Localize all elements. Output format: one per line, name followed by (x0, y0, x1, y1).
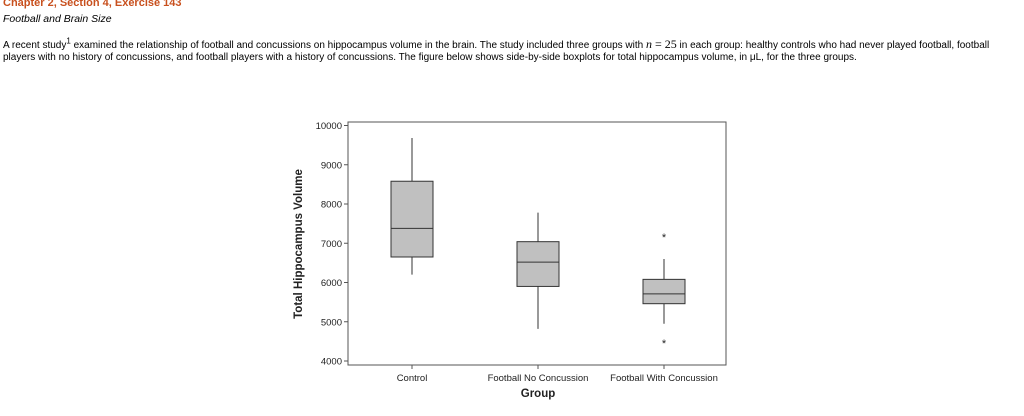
x-axis-title: Group (521, 388, 556, 400)
y-tick-label-6000: 6000 (321, 278, 342, 289)
x-tick-label-2: Football No Concussion (488, 373, 589, 384)
outlier-3-2: * (662, 338, 667, 350)
y-tick-label-5000: 5000 (321, 317, 342, 328)
box-1 (390, 180, 434, 258)
exercise-paragraph: A recent study1 examined the relationshi… (3, 36, 1021, 64)
x-tick-label-3: Football With Concussion (610, 373, 718, 384)
y-tick-label-7000: 7000 (321, 239, 342, 250)
y-tick-label-10000: 10000 (316, 121, 342, 132)
chapter-heading: Chapter 2, Section 4, Exercise 143 (3, 0, 182, 9)
footnote-marker[interactable]: 1 (66, 36, 71, 46)
outlier-3-1: * (662, 232, 667, 244)
paragraph-part1: A recent study (3, 40, 67, 51)
math-n: n = 25 (646, 37, 677, 51)
y-tick-label-8000: 8000 (321, 200, 342, 211)
box-2 (516, 241, 560, 287)
box-3 (642, 278, 686, 305)
paragraph-part2: examined the relationship of football an… (70, 40, 646, 51)
y-tick-label-4000: 4000 (321, 357, 342, 368)
paragraph-part3: in each group: healthy controls who had … (3, 40, 990, 63)
x-tick-label-1: Control (397, 373, 428, 384)
y-tick-label-9000: 9000 (321, 160, 342, 171)
exercise-subtitle: Football and Brain Size (3, 13, 112, 25)
y-axis-title: Total Hippocampus Volume (293, 169, 305, 319)
